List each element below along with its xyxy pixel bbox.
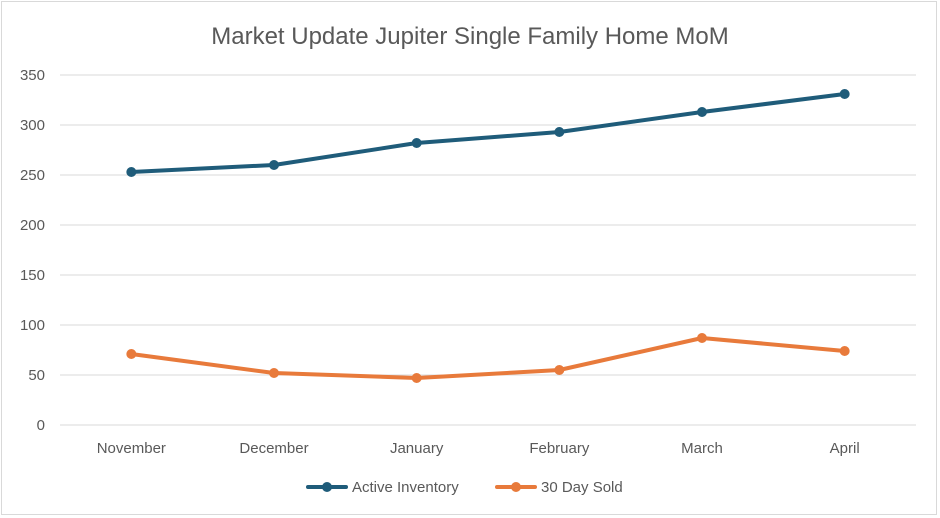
legend-label: 30 Day Sold <box>541 479 623 496</box>
legend: Active Inventory 30 Day Sold <box>306 479 623 496</box>
data-point <box>411 138 422 148</box>
data-point <box>554 365 565 375</box>
series-layer <box>126 89 850 383</box>
legend-swatch-marker <box>511 482 521 492</box>
x-tick-label: November <box>97 440 166 457</box>
y-tick-label: 50 <box>28 367 45 384</box>
x-axis-ticks: November December January February March Apri… <box>97 440 860 457</box>
series-line <box>129 92 847 174</box>
series-2 <box>126 333 850 383</box>
grid-lines <box>60 74 916 426</box>
series-line <box>129 336 847 380</box>
legend-swatch-marker <box>322 482 332 492</box>
y-tick-label: 300 <box>20 117 45 134</box>
data-point <box>697 107 707 117</box>
data-point <box>269 368 279 378</box>
data-point <box>697 333 707 343</box>
y-tick-label: 150 <box>20 267 45 284</box>
legend-item: Active Inventory <box>306 479 459 496</box>
y-tick-label: 0 <box>37 417 45 434</box>
data-point <box>126 167 137 177</box>
chart-title: Market Update Jupiter Single Family Home… <box>211 23 729 50</box>
data-point <box>269 160 279 170</box>
x-tick-label: February <box>529 440 590 457</box>
data-point <box>839 346 850 356</box>
x-tick-label: December <box>239 440 308 457</box>
x-tick-label: March <box>681 440 723 457</box>
y-tick-label: 100 <box>20 317 45 334</box>
data-point <box>126 349 137 359</box>
data-point <box>839 89 850 99</box>
x-tick-label: January <box>390 440 444 457</box>
y-tick-label: 200 <box>20 217 45 234</box>
y-tick-label: 250 <box>20 167 45 184</box>
data-point <box>554 127 565 137</box>
x-tick-label: April <box>830 440 860 457</box>
y-tick-label: 350 <box>20 67 45 84</box>
legend-item: 30 Day Sold <box>495 479 623 496</box>
series-1 <box>126 89 850 177</box>
legend-label: Active Inventory <box>352 479 459 496</box>
y-axis-ticks: 0 50 100 150 200 250 300 350 <box>20 67 45 434</box>
data-point <box>411 373 422 383</box>
